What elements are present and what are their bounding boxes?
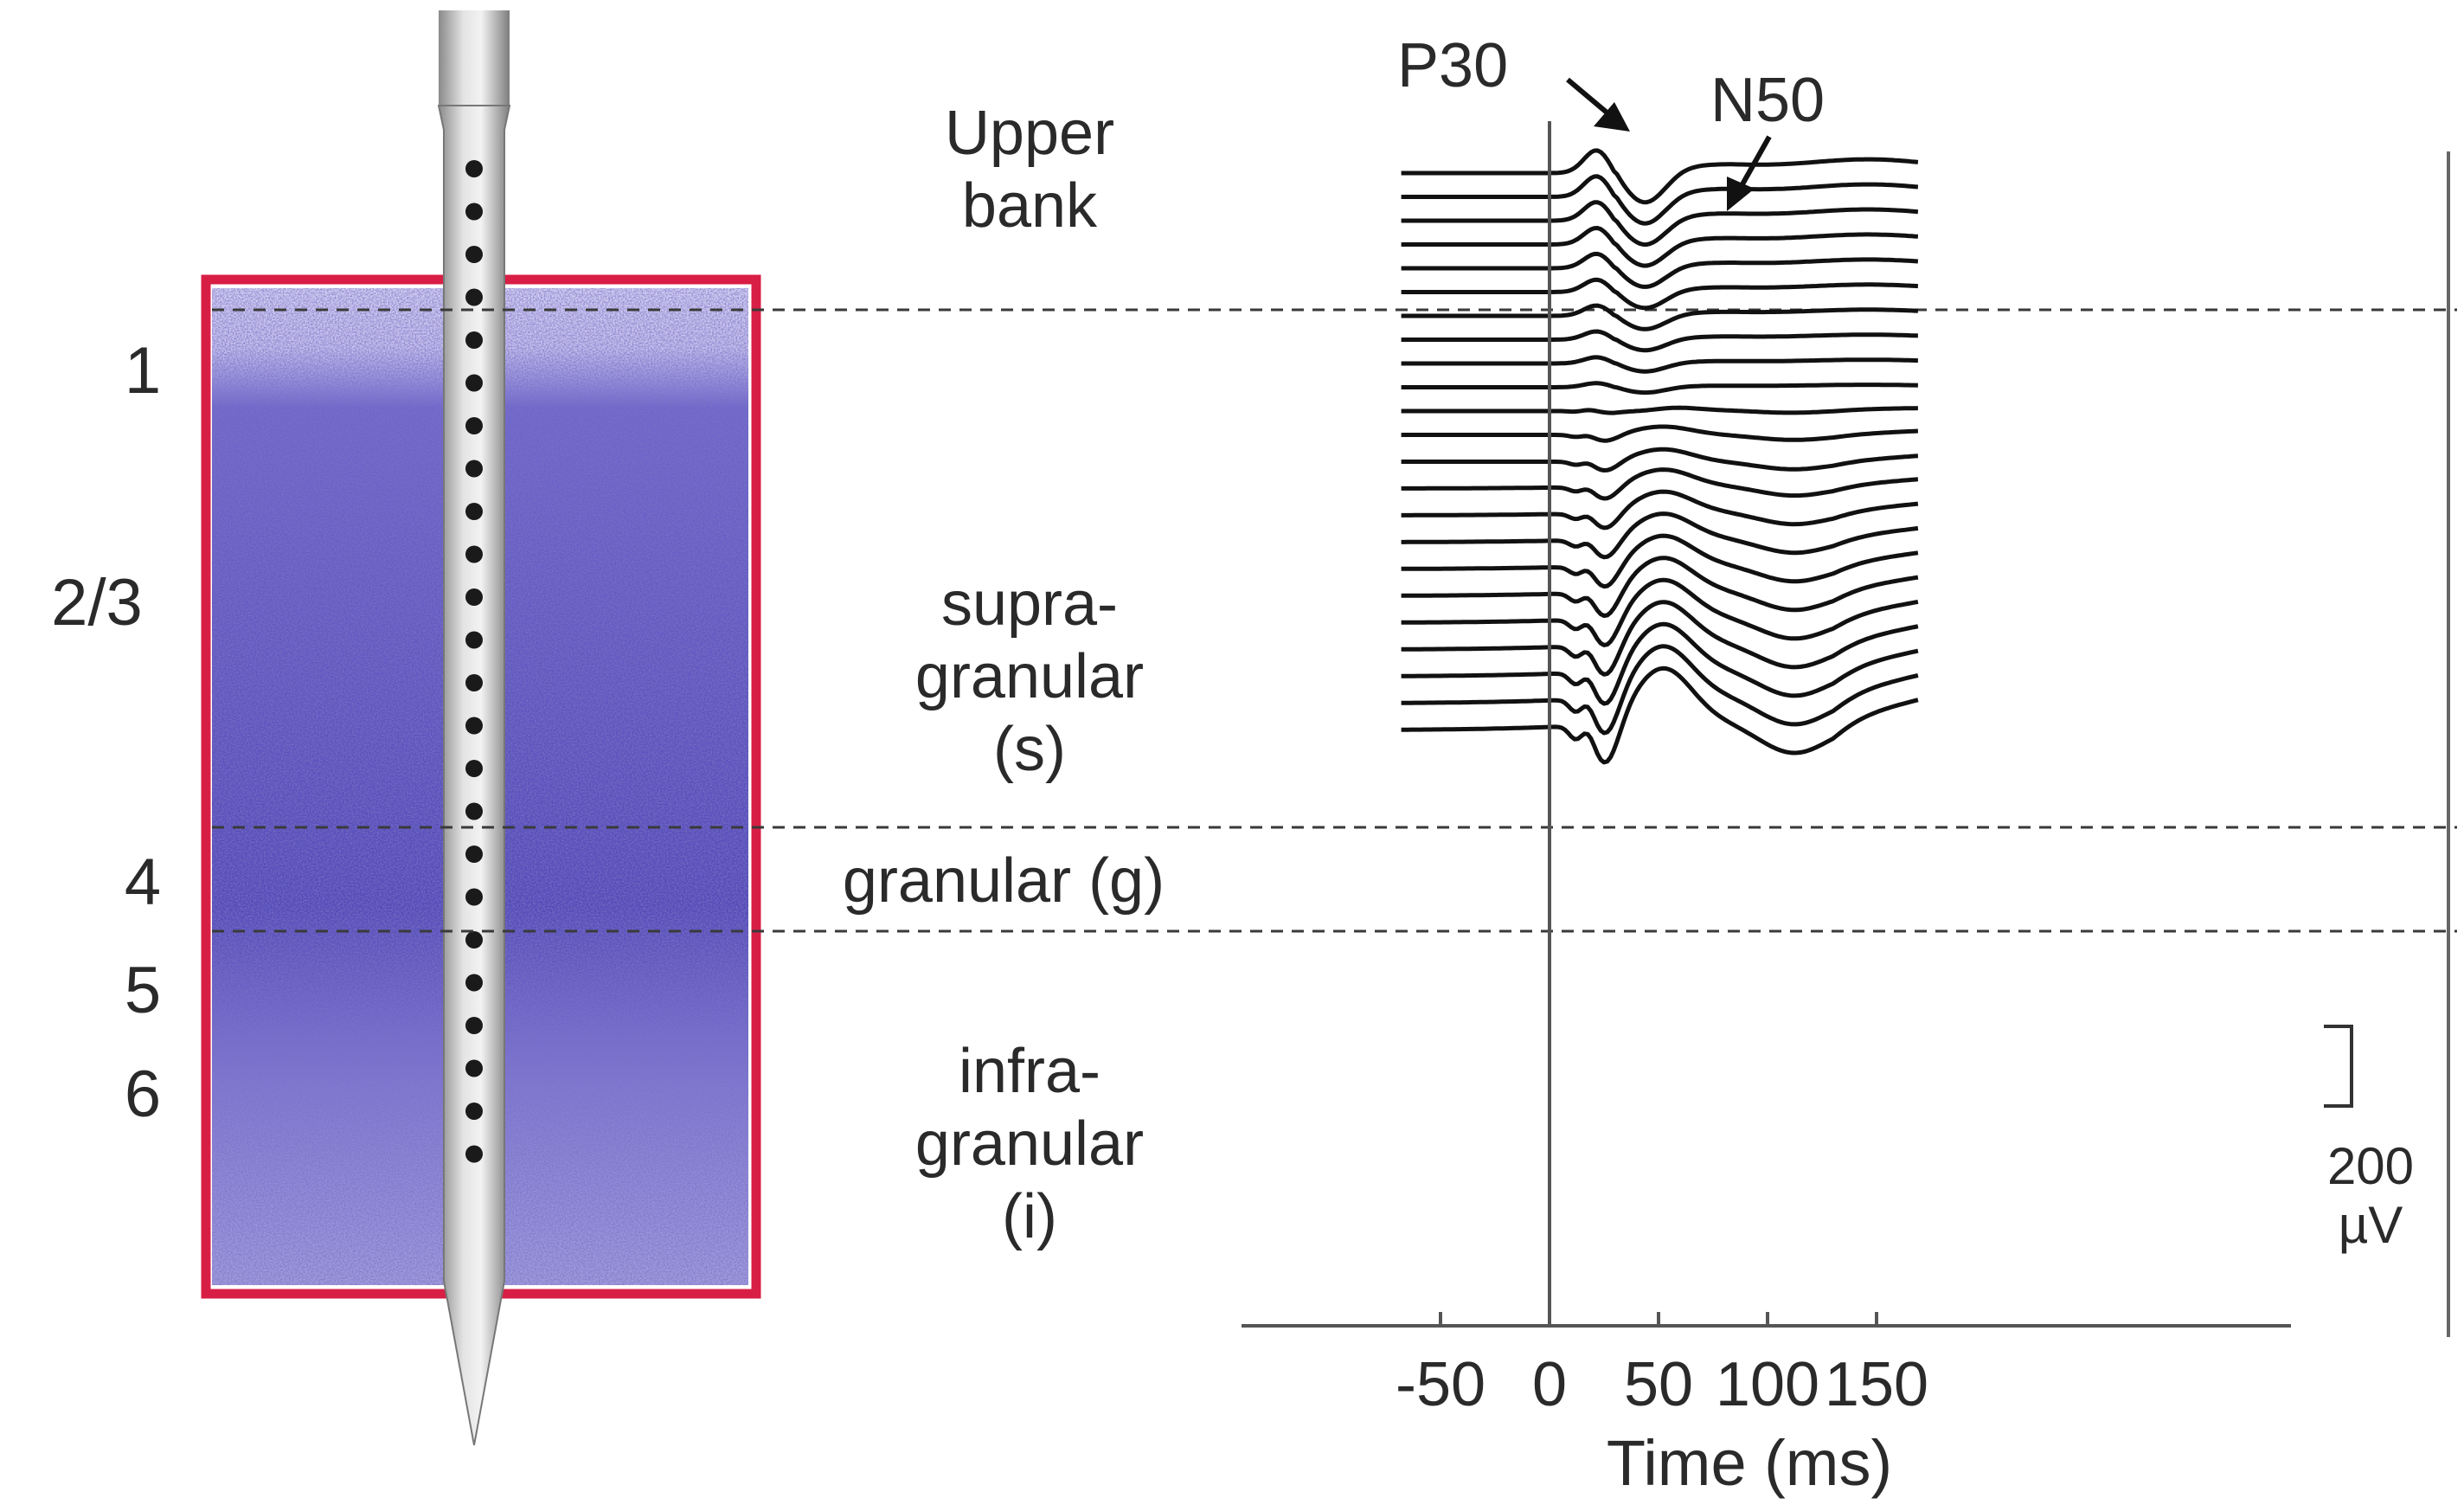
layer-boundaries [212, 308, 2457, 933]
channel-trace [1401, 644, 1919, 736]
supragranular-label-line2: granular [915, 642, 1144, 711]
probe-contact [465, 1145, 483, 1163]
layer-6-label: 6 [125, 1058, 161, 1131]
probe-contact [465, 246, 483, 263]
x-tick-label: -50 [1396, 1350, 1485, 1419]
channel-trace [1401, 600, 1919, 677]
channel-trace [1401, 621, 1919, 706]
x-tick-label: 50 [1624, 1350, 1693, 1419]
channel-trace [1401, 424, 1919, 443]
probe-contact [465, 203, 483, 221]
n50-label: N50 [1710, 66, 1825, 135]
channel-trace [1401, 355, 1918, 374]
probe-contact [465, 802, 483, 820]
upper-bank-label-line1: Upper [945, 99, 1114, 168]
probe-shaft-top [439, 10, 510, 106]
scale-bar-unit: µV [2339, 1196, 2403, 1254]
probe-contact [465, 888, 483, 906]
probe-contacts [465, 160, 483, 1163]
x-axis-ticks: -50 0 50 100 150 [1396, 1312, 1928, 1419]
channel-trace [1401, 556, 1919, 618]
electrode-probe [437, 10, 511, 1446]
x-tick-label: 150 [1825, 1350, 1928, 1419]
layer-4-label: 4 [125, 846, 161, 919]
region-labels: Upper bank supra- granular (s) granular … [843, 99, 1165, 1251]
probe-contact [465, 545, 483, 563]
probe-contact [465, 674, 483, 691]
channel-trace [1401, 148, 1919, 205]
channel-trace [1401, 329, 1918, 353]
probe-contact [465, 331, 483, 349]
supragranular-label-line3: (s) [993, 715, 1066, 784]
probe-contact [465, 503, 483, 520]
probe-contact [465, 631, 483, 649]
channel-trace [1401, 511, 1919, 560]
x-tick-label: 100 [1716, 1350, 1819, 1419]
layer-1-label: 1 [125, 334, 161, 408]
scale-bar: 200 µV [2324, 1025, 2414, 1254]
channel-trace [1401, 467, 1919, 501]
channel-trace [1401, 447, 1919, 473]
layer-2-3-label: 2/3 [51, 566, 143, 640]
probe-contact [465, 460, 483, 478]
upper-bank-label-line2: bank [962, 171, 1098, 241]
n50-arrow-shaft [1736, 135, 1772, 192]
probe-contact [465, 417, 483, 434]
channel-trace [1401, 277, 1919, 311]
probe-contact [465, 974, 483, 992]
channel-trace [1401, 577, 1919, 647]
scale-bar-bracket [2324, 1025, 2353, 1108]
granular-label: granular (g) [843, 846, 1165, 916]
channel-trace [1401, 226, 1919, 268]
x-tick-label: 0 [1532, 1350, 1567, 1419]
probe-contact [465, 931, 483, 948]
channel-trace [1401, 533, 1919, 589]
probe-contact [465, 588, 483, 606]
supragranular-label-line1: supra- [941, 569, 1118, 639]
probe-contact [465, 1059, 483, 1077]
channel-trace [1401, 251, 1919, 289]
probe-contact [465, 288, 483, 306]
peak-annotations: P30 N50 [1397, 31, 1825, 211]
layer-labels: 1 2/3 4 5 6 [51, 334, 161, 1131]
channel-trace [1401, 405, 1918, 415]
x-axis-label: Time (ms) [1607, 1427, 1892, 1499]
layer-5-label: 5 [125, 954, 161, 1027]
channel-trace [1401, 200, 1919, 248]
probe-contact [465, 846, 483, 863]
p30-arrow-shaft [1566, 77, 1613, 119]
p30-label: P30 [1397, 31, 1508, 100]
channel-trace [1401, 303, 1919, 331]
infragranular-label-line3: (i) [1002, 1182, 1057, 1251]
channel-trace [1401, 381, 1918, 395]
infragranular-label-line1: infra- [959, 1037, 1100, 1106]
p30-arrowhead [1594, 102, 1630, 132]
probe-contact [465, 160, 483, 177]
channel-trace [1401, 174, 1919, 226]
channel-trace [1401, 665, 1919, 765]
scale-bar-value: 200 [2327, 1137, 2414, 1195]
probe-contact [465, 717, 483, 735]
probe-contact [465, 374, 483, 392]
probe-contact [465, 760, 483, 777]
evoked-potential-traces [1401, 148, 1919, 765]
infragranular-label-line2: granular [915, 1109, 1144, 1179]
n50-arrowhead [1727, 177, 1755, 211]
channel-trace [1401, 489, 1919, 530]
probe-contact [465, 1017, 483, 1034]
probe-contact [465, 1103, 483, 1120]
